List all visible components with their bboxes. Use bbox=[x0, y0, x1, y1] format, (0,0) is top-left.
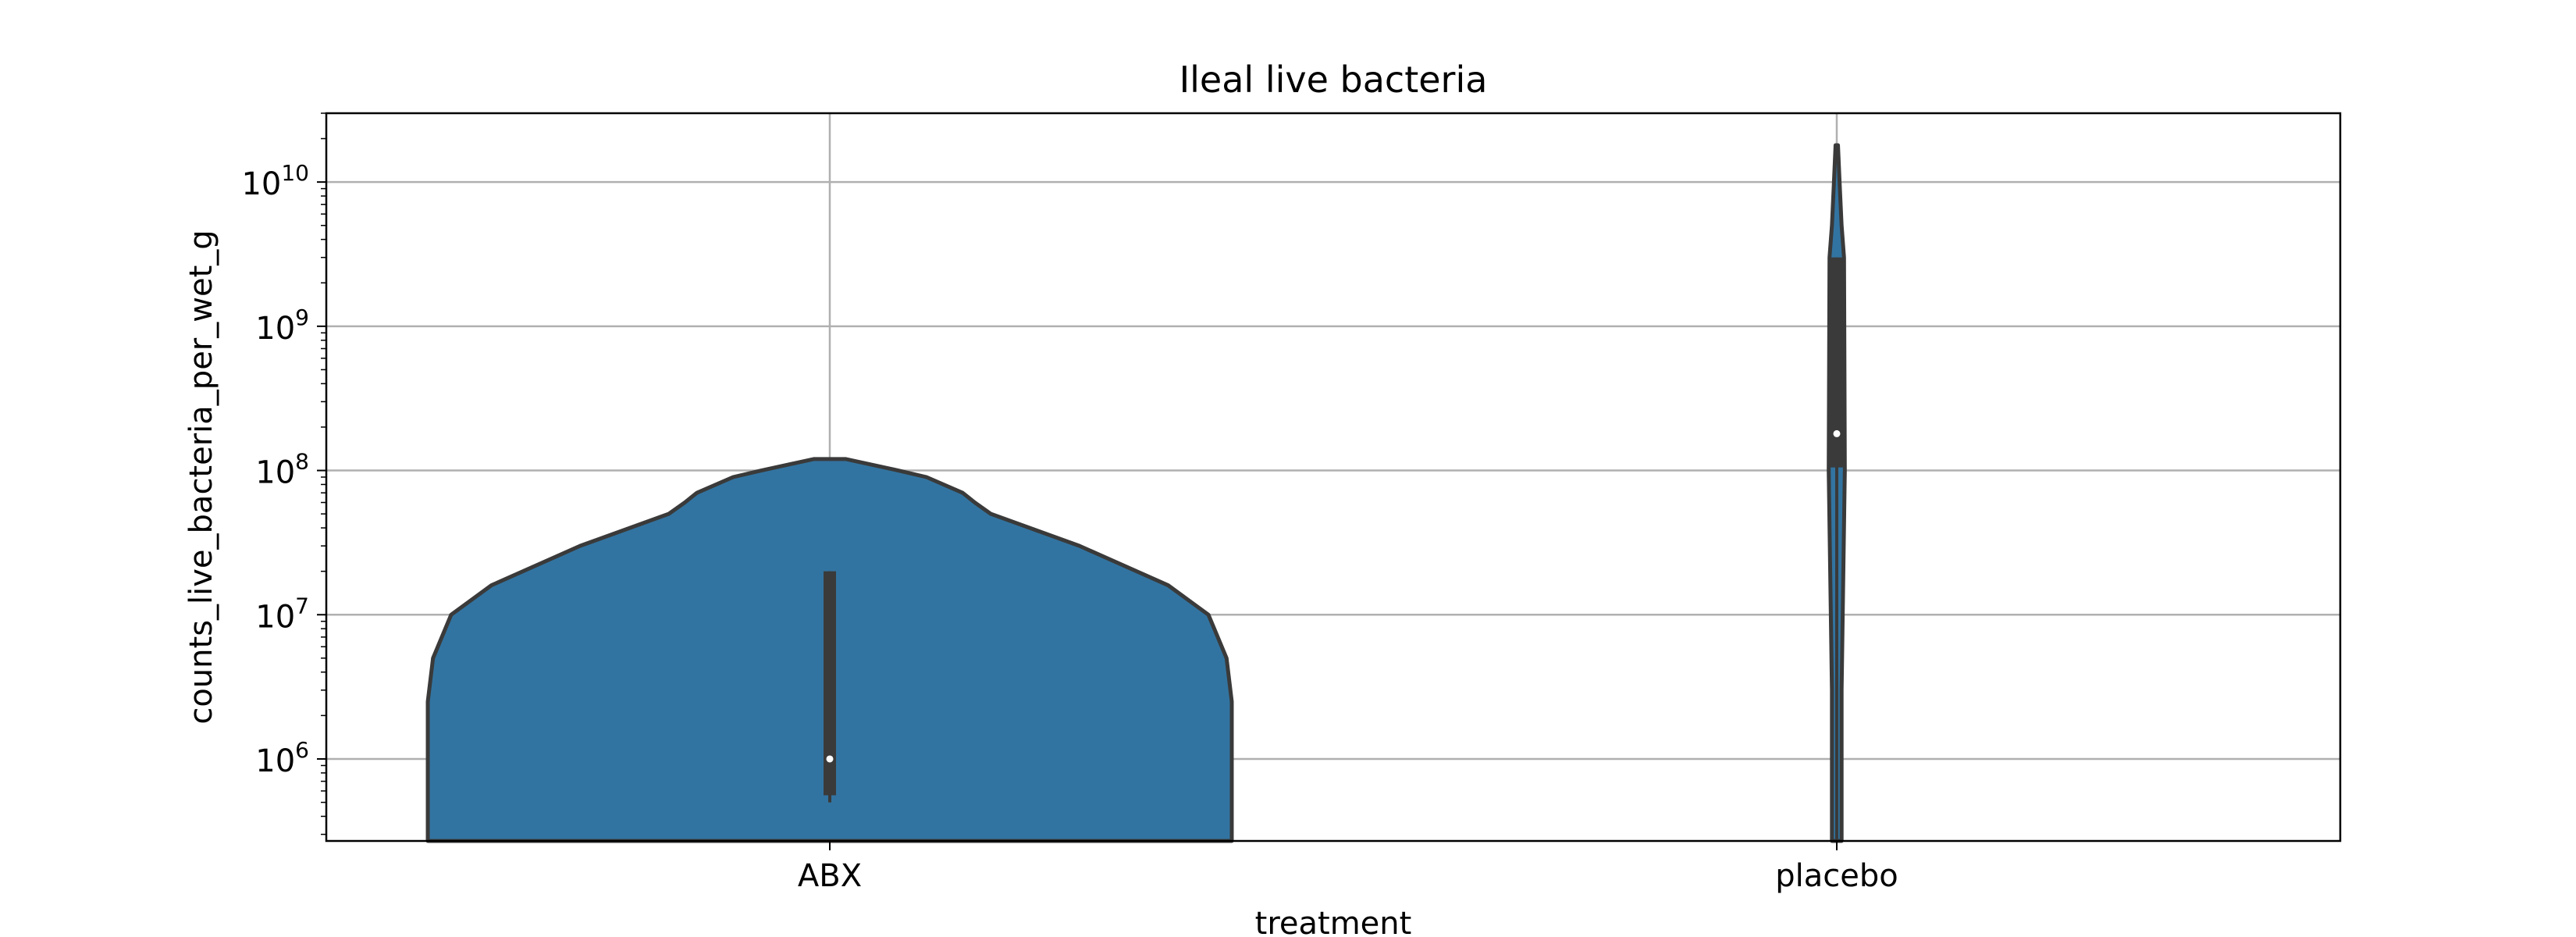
x-tick-label: placebo bbox=[1775, 858, 1898, 894]
y-axis-label: counts_live_bacteria_per_wet_g bbox=[183, 230, 219, 724]
violin-iqr-box bbox=[1831, 257, 1843, 468]
axis-ticks: 106 107 108 109 1010 ABX placebo bbox=[241, 112, 1898, 894]
y-tick-label: 1010 bbox=[241, 160, 309, 202]
x-axis-label: treatment bbox=[1255, 906, 1412, 937]
x-tick-label: ABX bbox=[798, 858, 862, 894]
y-tick-label: 106 bbox=[255, 737, 309, 779]
violin-iqr-box bbox=[824, 571, 836, 796]
violin-median-point bbox=[1833, 429, 1841, 437]
y-tick-label: 109 bbox=[255, 305, 309, 347]
violins bbox=[425, 143, 1847, 843]
y-tick-label: 107 bbox=[255, 593, 309, 635]
y-tick-label: 108 bbox=[255, 449, 309, 491]
violin-median-point bbox=[826, 755, 834, 763]
chart-title: Ileal live bacteria bbox=[1179, 59, 1488, 101]
